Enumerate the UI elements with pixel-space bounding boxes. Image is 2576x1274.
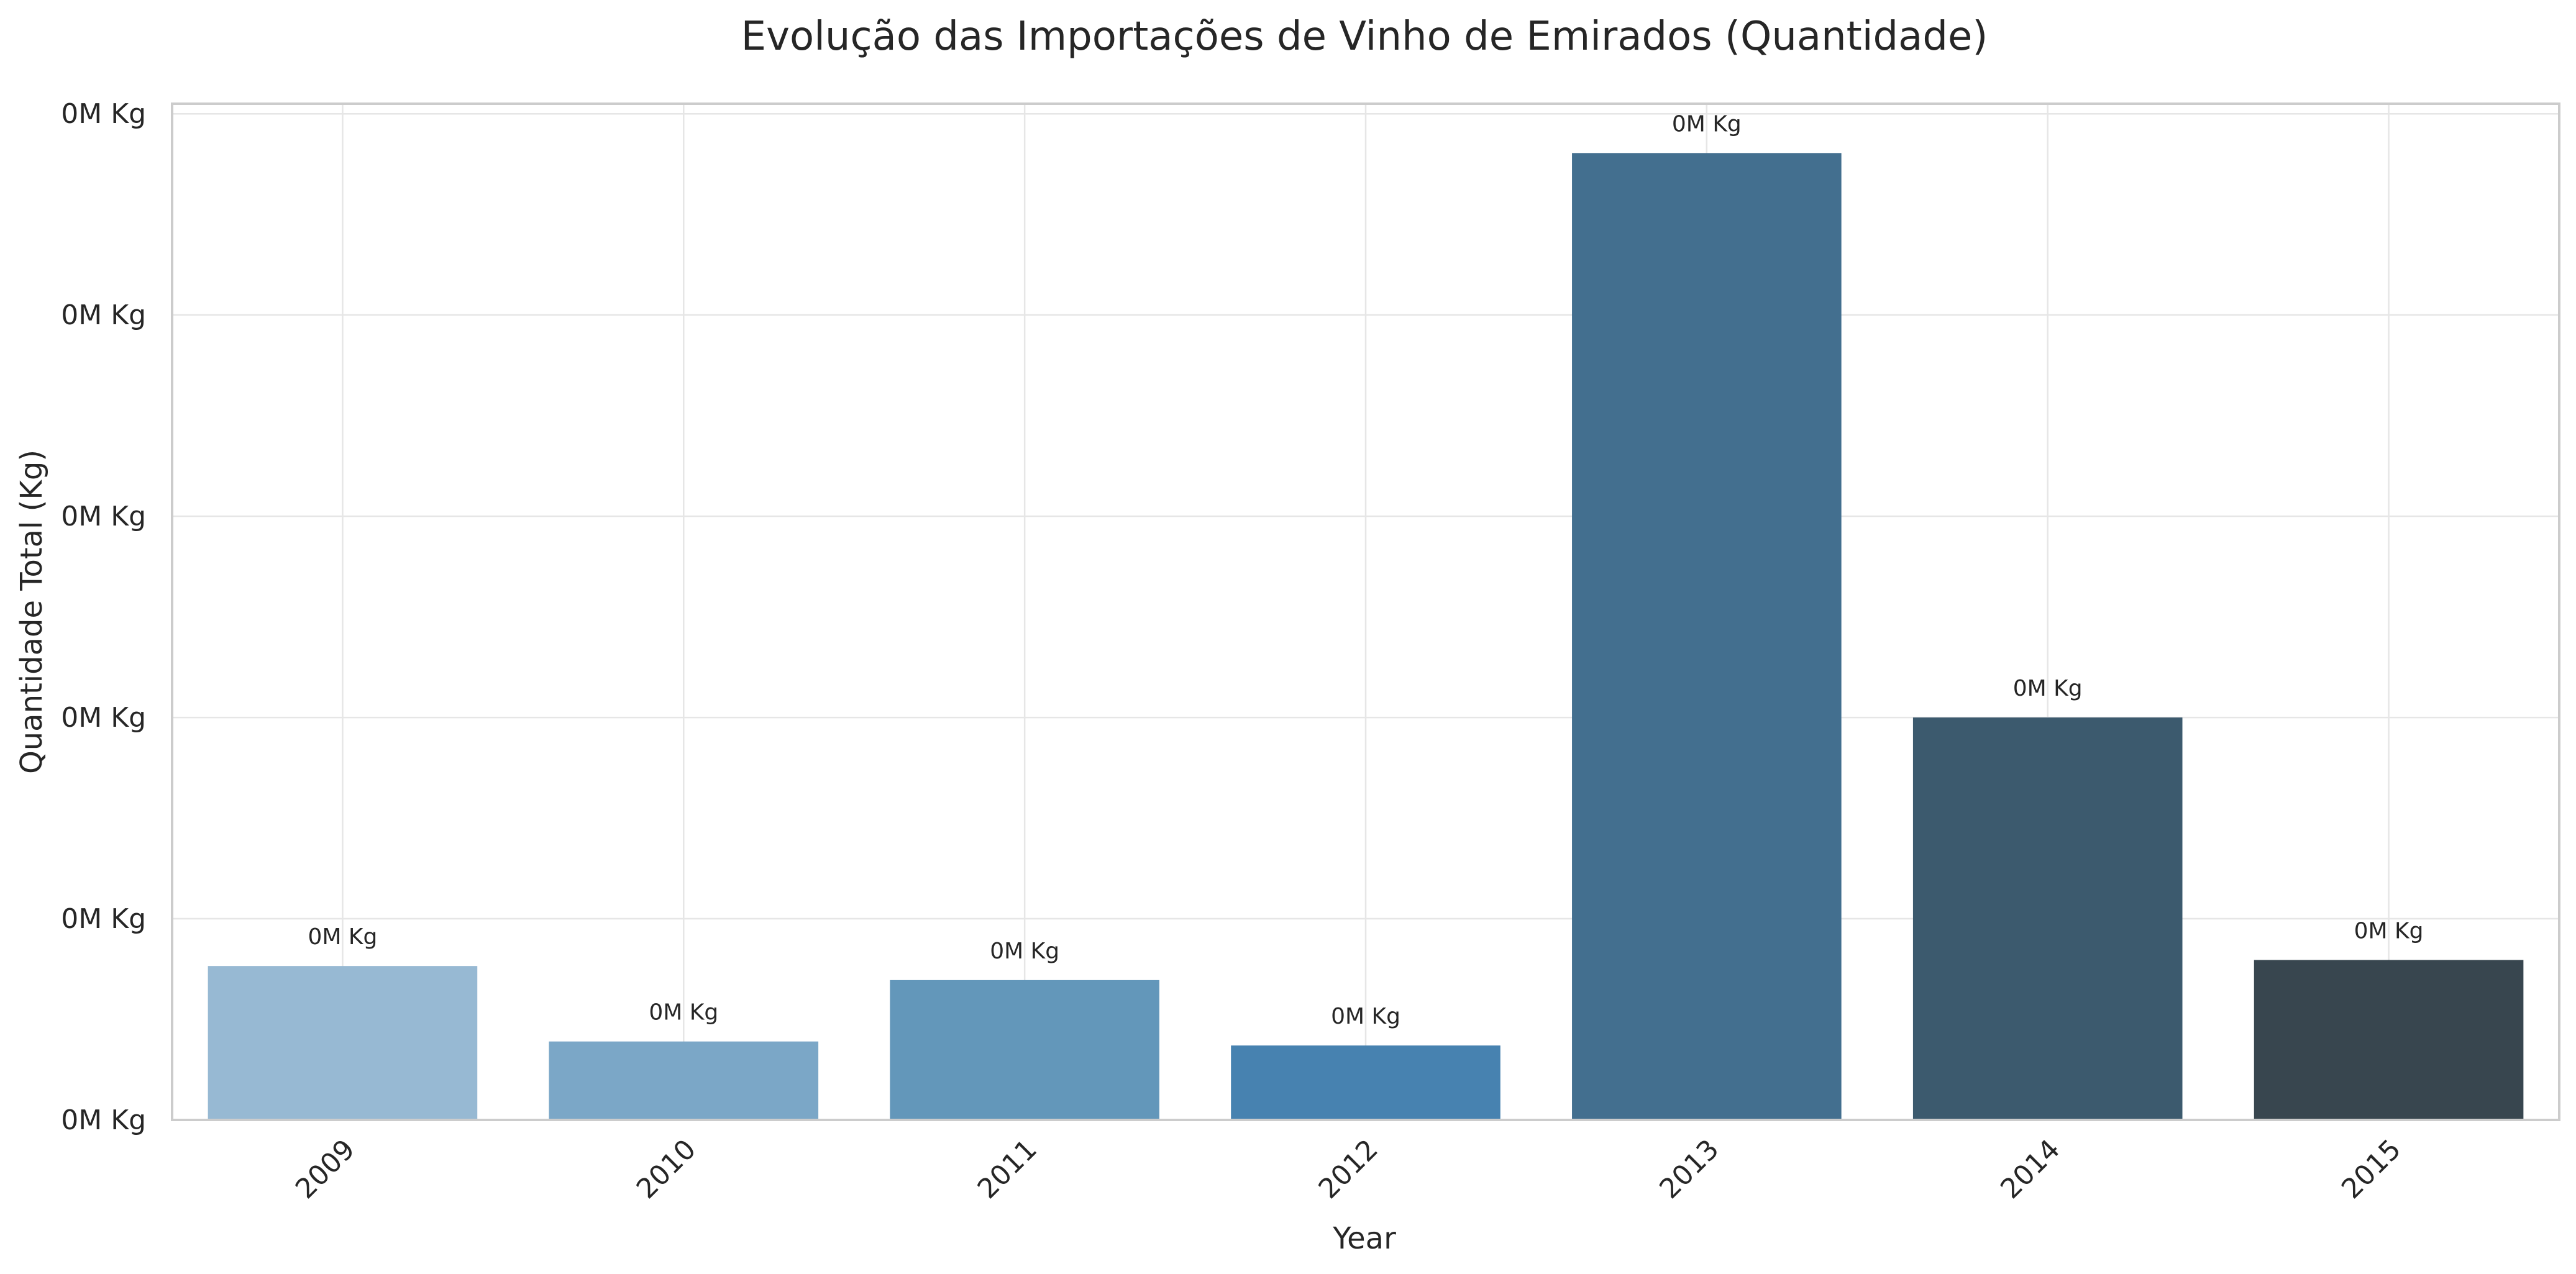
y-axis-tick-labels: 0M Kg 0M Kg 0M Kg 0M Kg 0M Kg 0M Kg: [61, 98, 146, 1136]
bar-value-labels: 0M Kg 0M Kg 0M Kg 0M Kg 0M Kg 0M Kg 0M Kg: [308, 111, 2423, 1029]
y-tick-label: 0M Kg: [61, 299, 146, 331]
bar-value-label-2015: 0M Kg: [2354, 918, 2424, 944]
x-tick-label-2010: 2010: [631, 1134, 702, 1205]
y-tick-label: 0M Kg: [61, 501, 146, 532]
bar-value-label-2013: 0M Kg: [1672, 111, 1742, 137]
x-tick-label-2009: 2009: [290, 1134, 361, 1205]
plot-frame: [171, 102, 2560, 1121]
y-tick-label: 0M Kg: [61, 903, 146, 935]
x-axis-label: Year: [1332, 1221, 1396, 1256]
bar-2010: [549, 1041, 819, 1120]
bars: [208, 153, 2524, 1120]
chart-title: Evolução das Importações de Vinho de Emi…: [741, 14, 1988, 60]
bar-value-label-2014: 0M Kg: [2013, 676, 2083, 701]
bar-value-label-2010: 0M Kg: [649, 1000, 718, 1026]
y-tick-label: 0M Kg: [61, 702, 146, 734]
bar-value-label-2012: 0M Kg: [1331, 1004, 1400, 1029]
y-axis-label: Quantidade Total (Kg): [14, 450, 49, 774]
bar-2012: [1231, 1045, 1500, 1120]
bar-2011: [890, 980, 1159, 1120]
y-tick-label: 0M Kg: [61, 98, 146, 130]
x-tick-label-2012: 2012: [1313, 1134, 1384, 1205]
bar-2009: [208, 966, 478, 1120]
y-tick-label: 0M Kg: [61, 1104, 146, 1136]
x-tick-label-2015: 2015: [2336, 1134, 2407, 1205]
x-axis-tick-labels: 2009 2010 2011 2012 2013 2014 2015: [290, 1134, 2407, 1205]
x-tick-label-2011: 2011: [972, 1134, 1043, 1205]
gridlines: [172, 104, 2559, 1121]
bar-2015: [2254, 960, 2524, 1120]
x-tick-label-2013: 2013: [1653, 1134, 1725, 1205]
bar-2014: [1912, 717, 2183, 1120]
bar-value-label-2009: 0M Kg: [308, 924, 377, 950]
x-tick-label-2014: 2014: [1994, 1134, 2066, 1205]
bar-2013: [1572, 153, 1842, 1120]
bar-value-label-2011: 0M Kg: [990, 939, 1059, 964]
